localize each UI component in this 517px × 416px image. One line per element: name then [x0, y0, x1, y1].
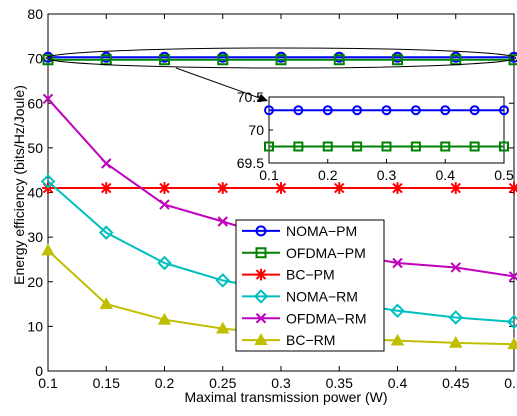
y-tick-label-2: 20 [27, 274, 43, 290]
y-tick-label-5: 50 [27, 140, 43, 156]
inset-x-tick-label-2: 0.3 [377, 167, 397, 183]
point-bc-pm-4 [275, 182, 287, 194]
legend-marker-bc-pm [255, 269, 267, 281]
point-bc-pm-1 [100, 182, 112, 194]
x-tick-label-2: 0.2 [155, 375, 175, 391]
y-tick-label-4: 40 [27, 185, 43, 201]
point-bc-pm-3 [217, 182, 229, 194]
y-tick-label-7: 70 [27, 51, 43, 67]
point-bc-pm-2 [159, 182, 171, 194]
legend-label-bc-pm: BC−PM [286, 267, 335, 283]
x-axis-label: Maximal transmission power (W) [184, 389, 387, 405]
legend-label-ofdma-rm: OFDMA−RM [286, 310, 367, 326]
y-tick-label-6: 60 [27, 95, 43, 111]
inset-y-tick-label-1: 70 [248, 122, 264, 138]
inset-y-tick-label-2: 70.5 [237, 89, 264, 105]
inset-x-tick-label-4: 0.5 [494, 167, 514, 183]
legend-label-noma-pm: NOMA−PM [286, 223, 357, 239]
x-tick-label-7: 0.45 [442, 375, 469, 391]
y-tick-label-3: 30 [27, 229, 43, 245]
point-bc-pm-6 [392, 182, 404, 194]
inset-x-tick-label-1: 0.2 [318, 167, 338, 183]
inset-y-tick-label-0: 69.5 [237, 155, 264, 171]
point-bc-pm-7 [450, 182, 462, 194]
y-axis-label: Energy efficiency (bits/Hz/Joule) [11, 85, 27, 285]
x-tick-label-8: 0.5 [504, 375, 517, 391]
legend-label-ofdma-pm: OFDMA−PM [286, 245, 366, 261]
x-tick-label-6: 0.4 [388, 375, 408, 391]
legend: NOMA−PM OFDMA−PM BC−PM NOMA−RM OFDMA−RM BC−RM [236, 220, 384, 351]
inset-x-tick-label-3: 0.4 [436, 167, 456, 183]
y-tick-label-1: 10 [27, 318, 43, 334]
legend-label-bc-rm: BC−RM [286, 332, 335, 348]
x-tick-label-1: 0.15 [93, 375, 120, 391]
point-bc-pm-5 [333, 182, 345, 194]
legend-label-noma-rm: NOMA−RM [286, 288, 358, 304]
y-tick-label-0: 0 [35, 363, 43, 379]
y-tick-label-8: 80 [27, 6, 43, 22]
